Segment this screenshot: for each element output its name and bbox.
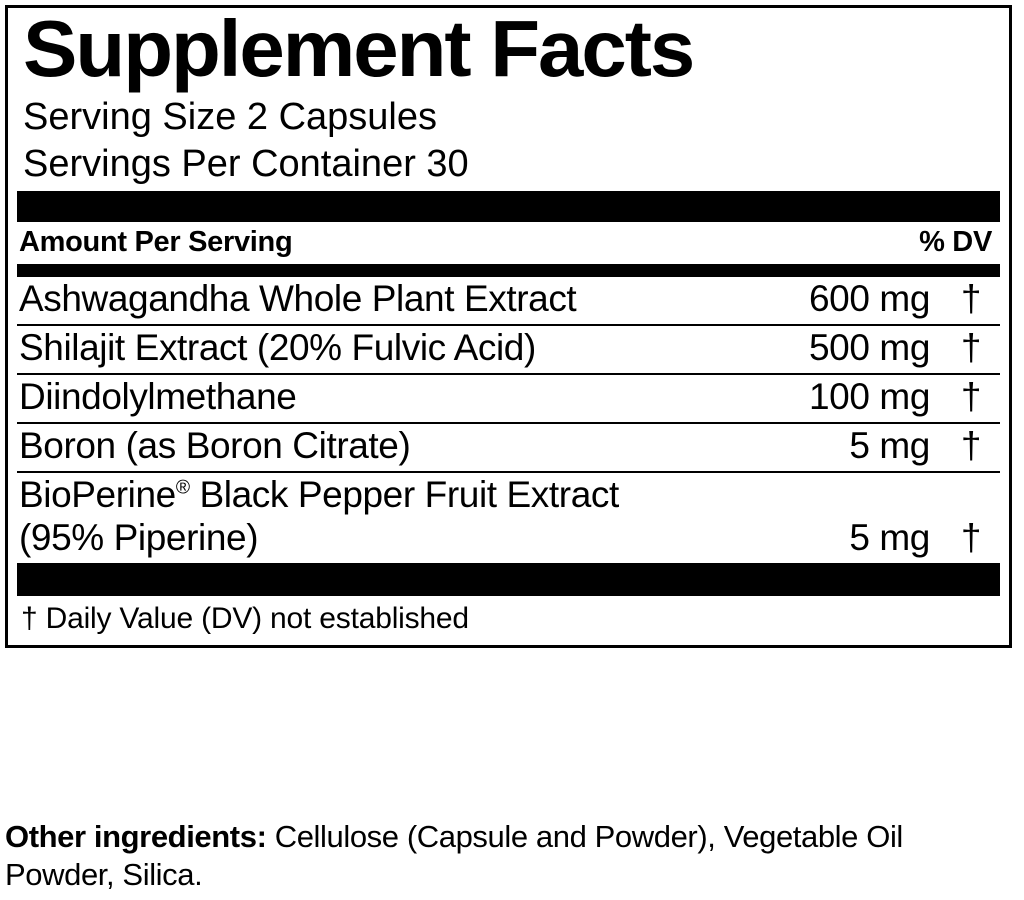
table-row: Ashwagandha Whole Plant Extract 600 mg † (17, 277, 1000, 324)
serving-info-block: Serving Size 2 Capsules Servings Per Con… (17, 94, 1000, 187)
percent-dv-label: % DV (919, 226, 992, 259)
ingredient-name: Shilajit Extract (20% Fulvic Acid) (19, 327, 536, 369)
ingredient-amount: 600 mg (808, 278, 930, 320)
other-ingredients-text: Cellulose (Capsule and Powder), Vegetabl… (5, 819, 903, 893)
supplement-facts-panel: Supplement Facts Serving Size 2 Capsules… (5, 5, 1012, 648)
divider-thick-bottom (17, 562, 1000, 596)
ingredient-amount: 5 mg (849, 516, 930, 558)
divider-medium-under-header (17, 264, 1000, 278)
serving-size: Serving Size 2 Capsules (23, 96, 437, 139)
page-title: Supplement Facts (23, 4, 695, 93)
row-divider (17, 421, 1000, 424)
table-header-row: Amount Per Serving % DV (17, 222, 1000, 264)
ingredient-name: Ashwagandha Whole Plant Extract (19, 278, 577, 320)
ingredient-dv: † (960, 516, 982, 558)
ingredient-dv: † (960, 375, 982, 417)
daily-value-footnote: † Daily Value (DV) not established (21, 601, 469, 635)
ingredient-name: BioPerine® Black Pepper Fruit Extract (9… (17, 474, 708, 560)
row-divider (17, 470, 1000, 473)
ingredient-amount: 100 mg (808, 375, 930, 417)
ingredient-dv: † (960, 278, 982, 320)
servings-per-container: Servings Per Container 30 (23, 142, 469, 185)
amount-per-serving-label: Amount Per Serving (19, 226, 293, 259)
ingredient-amount: 500 mg (808, 327, 930, 369)
ingredient-name: Diindolylmethane (19, 375, 297, 417)
row-divider (17, 372, 1000, 375)
table-row: Boron (as Boron Citrate) 5 mg † (17, 424, 1000, 471)
ingredient-dv: † (960, 424, 982, 466)
table-row: BioPerine® Black Pepper Fruit Extract (9… (17, 473, 1000, 563)
other-ingredients: Other ingredients: Cellulose (Capsule an… (5, 818, 1019, 895)
ingredient-amount: 5 mg (849, 424, 930, 466)
divider-thick-top (17, 191, 1000, 223)
ingredient-name: Boron (as Boron Citrate) (19, 424, 411, 466)
row-divider (17, 324, 1000, 327)
table-row: Diindolylmethane 100 mg † (17, 375, 1000, 422)
ingredient-name-prefix: BioPerine (19, 473, 176, 515)
table-row: Shilajit Extract (20% Fulvic Acid) 500 m… (17, 326, 1000, 373)
ingredient-dv: † (960, 327, 982, 369)
ingredient-name-suffix: Black Pepper Fruit Extract (95% Piperine… (19, 473, 619, 558)
registered-trademark-icon: ® (175, 477, 190, 499)
other-ingredients-label: Other ingredients: (5, 819, 267, 854)
